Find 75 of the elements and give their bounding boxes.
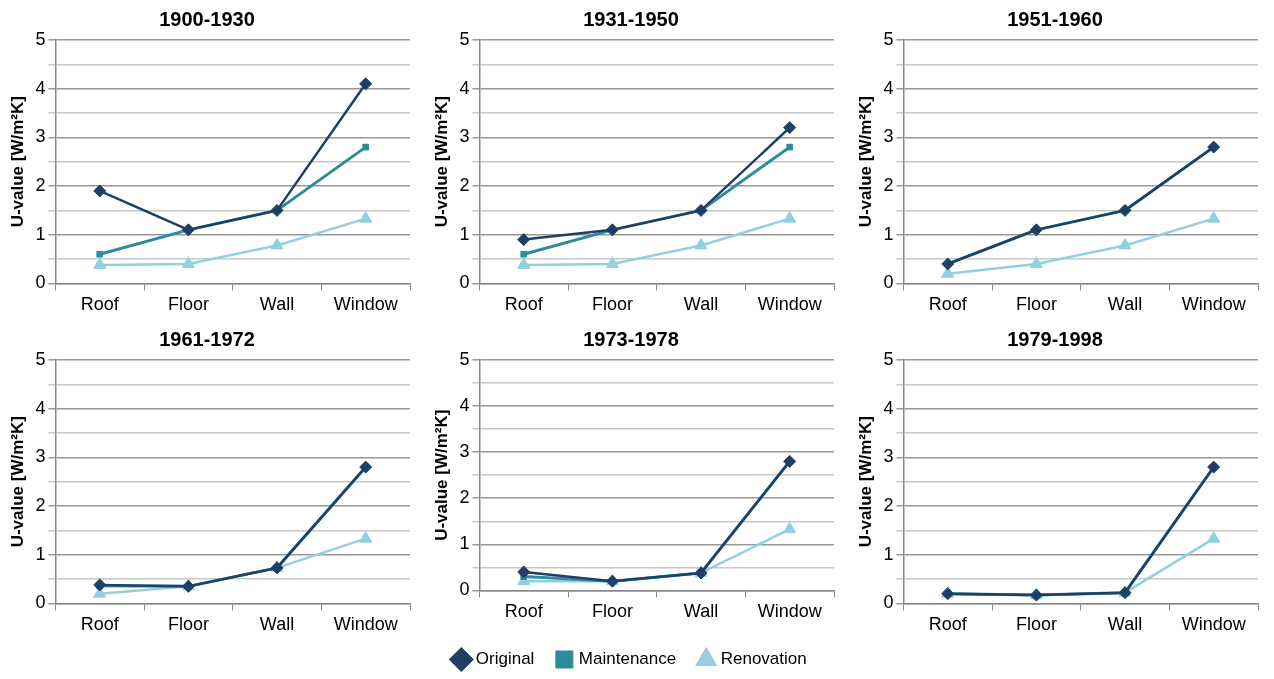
y-tick-label: 5 [35, 348, 46, 369]
y-tick-label: 2 [35, 495, 46, 516]
y-tick-label: 4 [459, 395, 470, 416]
y-tick-label: 4 [35, 77, 46, 98]
x-tick-label: Roof [80, 614, 120, 635]
y-tick-label: 3 [35, 446, 46, 467]
y-tick-label: 0 [459, 579, 470, 600]
legend-label: Original [475, 649, 535, 669]
y-tick-label: 4 [883, 77, 894, 98]
x-tick-label: Window [757, 601, 823, 622]
y-tick-label: 3 [883, 126, 894, 147]
chart-title: 1973-1978 [583, 327, 679, 350]
y-axis-title: U-value [W/m²K] [431, 409, 451, 541]
y-tick-label: 2 [459, 175, 470, 196]
x-tick-label: Window [333, 294, 399, 315]
y-tick-label: 5 [459, 348, 470, 369]
x-tick-label: Roof [928, 614, 968, 635]
y-tick-label: 2 [35, 175, 46, 196]
x-tick-label: Roof [504, 601, 544, 622]
x-tick-label: Floor [167, 294, 209, 315]
y-tick-label: 5 [883, 28, 894, 49]
y-tick-label: 3 [883, 446, 894, 467]
x-tick-label: Floor [591, 601, 633, 622]
y-tick-label: 0 [459, 272, 470, 293]
y-tick-label: 5 [35, 28, 46, 49]
y-tick-label: 5 [459, 28, 470, 49]
y-tick-label: 1 [883, 543, 894, 564]
x-tick-label: Wall [683, 601, 719, 622]
legend-label: Renovation [720, 649, 807, 669]
x-tick-label: Roof [928, 294, 968, 315]
x-tick-label: Wall [259, 614, 295, 635]
x-tick-label: Window [333, 614, 399, 635]
y-tick-label: 0 [35, 272, 46, 293]
y-tick-label: 3 [459, 126, 470, 147]
x-tick-label: Window [1181, 614, 1247, 635]
x-tick-label: Floor [1015, 614, 1057, 635]
y-axis-title: U-value [W/m²K] [431, 96, 451, 228]
y-tick-label: 1 [35, 543, 46, 564]
x-tick-label: Floor [167, 614, 209, 635]
y-tick-label: 1 [459, 223, 470, 244]
x-tick-label: Floor [591, 294, 633, 315]
y-tick-label: 1 [35, 223, 46, 244]
x-tick-label: Wall [1107, 614, 1143, 635]
legend-label: Maintenance [578, 649, 677, 669]
y-axis-title: U-value [W/m²K] [855, 416, 875, 548]
x-tick-label: Floor [1015, 294, 1057, 315]
y-tick-label: 3 [35, 126, 46, 147]
y-tick-label: 4 [883, 397, 894, 418]
y-axis-title: U-value [W/m²K] [855, 96, 875, 228]
y-tick-label: 2 [883, 175, 894, 196]
x-tick-label: Wall [259, 294, 295, 315]
chart-title: 1961-1972 [159, 327, 255, 350]
y-axis-title: U-value [W/m²K] [7, 96, 27, 228]
y-tick-label: 5 [883, 348, 894, 369]
x-tick-label: Window [757, 294, 823, 315]
x-tick-label: Wall [1107, 294, 1143, 315]
y-tick-label: 0 [35, 592, 46, 613]
x-tick-label: Window [1181, 294, 1247, 315]
y-tick-label: 3 [459, 441, 470, 462]
y-tick-label: 2 [883, 495, 894, 516]
chart-title: 1900-1930 [159, 7, 255, 30]
y-tick-label: 1 [883, 223, 894, 244]
y-tick-label: 4 [459, 77, 470, 98]
chart-title: 1951-1960 [1007, 7, 1103, 30]
y-tick-label: 2 [459, 487, 470, 508]
y-tick-label: 0 [883, 272, 894, 293]
x-tick-label: Wall [683, 294, 719, 315]
chart-title: 1979-1998 [1007, 327, 1103, 350]
x-tick-label: Roof [504, 294, 544, 315]
x-tick-label: Roof [80, 294, 120, 315]
chart-title: 1931-1950 [583, 7, 679, 30]
y-tick-label: 0 [883, 592, 894, 613]
y-tick-label: 1 [459, 533, 470, 554]
y-axis-title: U-value [W/m²K] [7, 416, 27, 548]
y-tick-label: 4 [35, 397, 46, 418]
